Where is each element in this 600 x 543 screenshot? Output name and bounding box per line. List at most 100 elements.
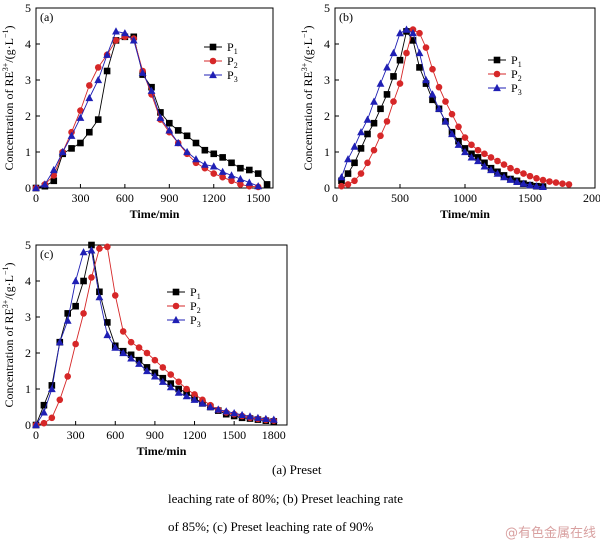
panel-a-xtick-label: 1500 xyxy=(246,191,270,205)
panel-a-line-P3 xyxy=(35,30,259,189)
panel-b-point-P3 xyxy=(389,48,398,57)
panel-b-point-P1 xyxy=(364,130,371,138)
panel-b-point-P2 xyxy=(435,83,443,91)
panel-c-point-P3 xyxy=(63,316,72,324)
panel-b-ytick-label: 4 xyxy=(324,37,330,51)
panel-c-point-P3 xyxy=(206,402,215,411)
panel-a-point-P1 xyxy=(192,139,200,147)
figure-caption-line-1: (a) Preset xyxy=(272,462,322,477)
panel-b-point-P3 xyxy=(461,147,469,156)
panel-c-point-P2 xyxy=(40,419,48,427)
panel-b-point-P3 xyxy=(467,153,476,161)
panel-a-point-P2 xyxy=(228,177,235,185)
panel-c-point-P2 xyxy=(72,340,79,348)
panel-a-series-P3 xyxy=(32,27,263,192)
panel-a-point-P3 xyxy=(192,155,200,163)
panel-c-ylabel: Concentration of RE3+/(g·L−1) xyxy=(1,263,16,408)
panel-a-point-P3 xyxy=(112,27,120,35)
panel-a-legend-marker-P2 xyxy=(209,57,217,65)
panel-b-point-P3 xyxy=(500,173,508,181)
panel-c-point-P3 xyxy=(40,408,48,416)
panel-c-label: (c) xyxy=(40,247,53,261)
panel-a-point-P1 xyxy=(174,127,182,134)
panel-a-xlabel: Time/min xyxy=(130,207,180,221)
panel-b-point-P2 xyxy=(494,157,501,165)
panel-b-point-P1 xyxy=(377,105,384,113)
panel-c-xtick-label: 0 xyxy=(33,428,39,442)
panel-b-point-P3 xyxy=(441,117,450,125)
figure-caption-line-3: of 85%; (c) Preset leaching rate of 90% xyxy=(168,519,374,534)
panel-b-point-P1 xyxy=(351,159,358,167)
panel-c-ytick-label: 4 xyxy=(25,274,31,288)
panel-b-point-P2 xyxy=(455,123,462,131)
panel-a-point-P3 xyxy=(138,68,147,76)
panel-c-point-P1 xyxy=(64,310,72,317)
panel-c-point-P2 xyxy=(183,385,190,393)
watermark-text: @有色金属在线 xyxy=(504,526,596,541)
panel-c-point-P3 xyxy=(103,330,112,339)
panel-a-point-P2 xyxy=(86,82,93,89)
panel-c-point-P3 xyxy=(269,415,278,423)
panel-b-point-P1 xyxy=(390,73,397,80)
panel-a-legend-label-P3: P3 xyxy=(227,68,238,84)
panel-c-point-P3 xyxy=(95,293,104,301)
panel-b-point-P3 xyxy=(363,115,372,123)
panel-a-ytick-label: 3 xyxy=(25,73,31,87)
panel-b-xlabel: Time/min xyxy=(440,207,490,221)
panel-a-ylabel: Concentration of RE3+/(g·L−1) xyxy=(1,26,16,171)
panel-a-point-P3 xyxy=(129,36,138,44)
panel-b-point-P3 xyxy=(506,175,515,183)
panel-b-point-P3 xyxy=(415,48,424,57)
panel-a-point-P3 xyxy=(227,171,236,179)
panel-c-point-P3 xyxy=(214,405,223,413)
panel-c-point-P3 xyxy=(143,366,151,375)
figure-caption-line-2: leaching rate of 80%; (b) Preset leachin… xyxy=(168,491,403,506)
panel-b-point-P2 xyxy=(526,172,534,180)
panel-b-point-P2 xyxy=(474,146,482,154)
panel-c-line-P2 xyxy=(35,246,274,426)
panel-b-point-P1 xyxy=(429,96,436,104)
panel-b-point-P1 xyxy=(338,177,345,185)
panel-b-point-P2 xyxy=(383,118,391,125)
panel-b-legend-marker-P2 xyxy=(493,70,501,78)
panel-c-xtick-label: 900 xyxy=(146,428,164,442)
panel-a-point-P1 xyxy=(228,159,235,167)
panel-a-legend-marker-P3 xyxy=(209,70,217,79)
panel-c-point-P1 xyxy=(72,302,79,310)
panel-a-point-P1 xyxy=(237,164,244,172)
panel-c-point-P3 xyxy=(135,359,143,367)
panel-b-point-P2 xyxy=(487,154,495,161)
panel-a-point-P2 xyxy=(210,170,218,177)
panel-a-xtick-label: 0 xyxy=(33,191,39,205)
panel-a-ytick-label: 2 xyxy=(25,109,31,123)
panel-b-point-P2 xyxy=(448,110,456,118)
panel-b-point-P1 xyxy=(370,119,378,127)
panel-c-point-P3 xyxy=(71,276,80,285)
panel-b-xtick-label: 1500 xyxy=(518,191,542,205)
panel-b-point-P3 xyxy=(428,90,437,98)
panel-c-point-P3 xyxy=(174,388,183,396)
panel-a-point-P1 xyxy=(86,128,93,136)
panel-b-point-P1 xyxy=(344,170,352,177)
panel-b-point-P2 xyxy=(565,181,573,188)
panel-b-point-P2 xyxy=(513,167,521,175)
panel-a-point-P1 xyxy=(246,166,253,174)
panel-c-series-P3 xyxy=(32,246,278,429)
panel-b-point-P3 xyxy=(474,156,482,165)
panel-c-legend-label-P1: P1 xyxy=(190,285,201,301)
panel-a-xtick-label: 300 xyxy=(71,191,89,205)
panel-b-point-P2 xyxy=(377,132,384,140)
panel-a-point-P3 xyxy=(58,147,67,156)
panel-b-legend-marker-P3 xyxy=(493,83,501,92)
panel-a-point-P3 xyxy=(156,113,165,121)
panel-a-point-P3 xyxy=(218,167,227,175)
panel-c-point-P2 xyxy=(127,338,135,346)
panel-c-point-P3 xyxy=(222,407,231,415)
panel-c-xtick-label: 300 xyxy=(67,428,85,442)
panel-b-point-P2 xyxy=(500,161,508,168)
panel-b-point-P2 xyxy=(357,170,365,177)
panel-a-ytick-label: 5 xyxy=(25,1,31,15)
panel-c-line-P3 xyxy=(35,249,274,426)
panel-a-line-P2 xyxy=(35,36,259,189)
